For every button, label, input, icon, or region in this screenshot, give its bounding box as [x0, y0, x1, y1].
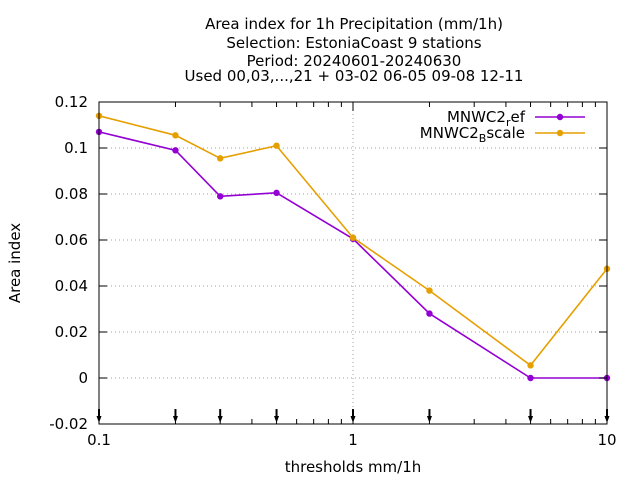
legend-label-main: MNWC2: [447, 108, 506, 126]
x-tick-label: 0.1: [87, 431, 111, 449]
series-point-1: [527, 362, 534, 369]
x-tick-label: 1: [348, 431, 358, 449]
series-point-0: [273, 189, 280, 197]
series-point-1: [426, 287, 433, 294]
series-point-1: [273, 142, 280, 149]
y-axis-label: Area index: [6, 223, 24, 303]
x-tick-label: 10: [597, 431, 616, 449]
title-line-2: Selection: EstoniaCoast 9 stations: [226, 34, 481, 52]
y-tick-label: 0.08: [55, 185, 88, 203]
y-tick-label: -0.02: [49, 415, 88, 433]
data-series: [95, 112, 611, 382]
y-tick-label: 0.02: [55, 323, 88, 341]
series-point-0: [527, 374, 534, 382]
title-line-3: Period: 20240601-20240630: [247, 52, 462, 70]
legend-label-tail: scale: [486, 124, 525, 142]
grid-lines: [99, 102, 607, 424]
axis-ticks: -0.02 0 0.02 0.04 0.06 0.08 0.1 0.12 0.1 1 10: [49, 93, 616, 449]
series-point-1: [349, 234, 357, 241]
chart-title: Area index for 1h Precipitation (mm/1h) …: [185, 15, 524, 85]
y-tick-label: 0.1: [64, 139, 88, 157]
y-tick-label: 0.06: [55, 231, 88, 249]
series-point-0: [426, 310, 433, 317]
y-tick-label: 0.04: [55, 277, 88, 295]
legend-label: MNWC2Bscale: [420, 124, 525, 145]
legend-point-0: [556, 113, 564, 121]
legend-label-tail: ef: [510, 108, 525, 126]
series-line-0: [98, 131, 607, 379]
title-line-1: Area index for 1h Precipitation (mm/1h): [205, 15, 503, 33]
legend-label-subscript: r: [506, 116, 511, 129]
series-point-1: [172, 132, 179, 139]
y-tick-label: 0.12: [55, 93, 88, 111]
legend-label-main: MNWC2: [420, 124, 479, 142]
x-axis-label: thresholds mm/1h: [285, 458, 422, 476]
legend-label-subscript: B: [479, 132, 487, 145]
series-point-0: [216, 193, 224, 200]
series-point-1: [216, 155, 224, 162]
legend-label: MNWC2ref: [447, 108, 526, 129]
legend-point-1: [556, 129, 564, 137]
y-tick-label: 0: [78, 369, 88, 387]
title-line-4: Used 00,03,...,21 + 03-02 06-05 09-08 12…: [185, 67, 524, 85]
series-point-0: [172, 147, 179, 154]
series-line-1: [98, 115, 608, 367]
